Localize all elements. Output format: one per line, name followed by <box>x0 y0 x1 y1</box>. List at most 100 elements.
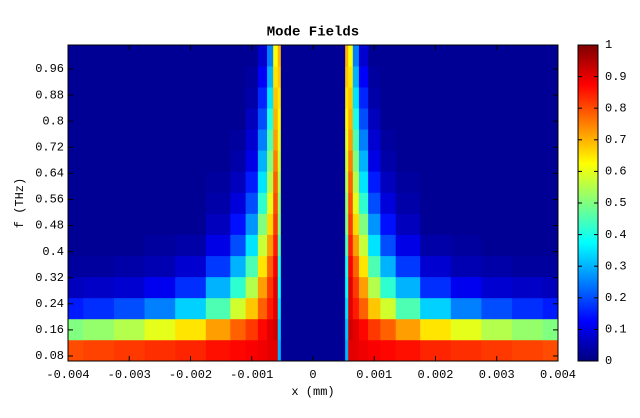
heatmap-cell <box>340 255 346 278</box>
heatmap-cell <box>245 255 259 278</box>
colorbar-tick-label: 0.3 <box>605 259 627 273</box>
heatmap-cell <box>345 213 349 235</box>
heatmap-cell <box>420 318 452 341</box>
heatmap-cell <box>83 234 115 257</box>
heatmap-cell <box>300 129 326 151</box>
heatmap-cell <box>395 234 421 257</box>
y-tick-label: 0.96 <box>35 62 64 76</box>
heatmap-cell <box>368 108 381 130</box>
heatmap-cell <box>450 108 482 130</box>
heatmap-cell <box>450 66 482 88</box>
heatmap-cell <box>144 171 176 193</box>
heatmap-cell <box>358 66 369 88</box>
heatmap-cell <box>358 276 369 299</box>
heatmap-cell <box>273 108 279 130</box>
heatmap-cell <box>512 66 544 88</box>
heatmap-cell <box>280 171 286 193</box>
heatmap-cell <box>257 66 268 88</box>
heatmap-cell <box>395 339 421 362</box>
heatmap-cell <box>380 45 397 67</box>
heatmap-cell <box>512 255 544 278</box>
heatmap-cell <box>512 297 544 320</box>
heatmap-cell <box>267 150 274 172</box>
heatmap-cell <box>481 108 513 130</box>
heatmap-cell <box>300 339 326 362</box>
heatmap-cell <box>450 129 482 151</box>
heatmap-cell <box>280 255 286 278</box>
heatmap-cell <box>352 255 360 278</box>
heatmap-cell <box>380 66 397 88</box>
heatmap-cell <box>300 213 326 235</box>
heatmap-cell <box>345 108 349 130</box>
heatmap-cell <box>113 213 145 235</box>
heatmap-cell <box>68 150 84 172</box>
heatmap-cell <box>230 234 247 257</box>
heatmap-cell <box>245 66 259 88</box>
heatmap-cell <box>277 192 282 214</box>
heatmap-cell <box>267 192 274 214</box>
colorbar-tick-label: 0.8 <box>605 101 627 115</box>
heatmap-cell <box>277 108 282 130</box>
heatmap-cell <box>205 192 231 214</box>
heatmap-cell <box>340 108 346 130</box>
heatmap-cell <box>345 150 349 172</box>
heatmap-cell <box>267 66 274 88</box>
heatmap-cell <box>113 66 145 88</box>
heatmap-cell <box>352 87 360 109</box>
x-axis-label: x (mm) <box>291 385 334 399</box>
heatmap-cell <box>68 213 84 235</box>
heatmap-cell <box>450 318 482 341</box>
heatmap-cell <box>273 129 279 151</box>
heatmap-cell <box>285 150 302 172</box>
heatmap-cell <box>230 297 247 320</box>
heatmap-cell <box>273 276 279 299</box>
heatmap-cell <box>83 45 115 67</box>
heatmap-cell <box>345 255 349 278</box>
heatmap-cell <box>175 66 207 88</box>
heatmap-cell <box>325 276 341 299</box>
heatmap-cell <box>358 45 369 67</box>
heatmap-cell <box>358 213 369 235</box>
heatmap-cell <box>245 339 259 362</box>
heatmap-cell <box>542 192 559 214</box>
heatmap-cell <box>83 171 115 193</box>
heatmap-cell <box>512 339 544 362</box>
heatmap-cell <box>542 297 559 320</box>
heatmap-cell <box>285 129 302 151</box>
heatmap-cell <box>345 318 349 341</box>
heatmap-cell <box>352 318 360 341</box>
heatmap-cell <box>340 339 346 362</box>
heatmap-cell <box>300 255 326 278</box>
heatmap-cell <box>348 339 354 362</box>
heatmap-cell <box>205 213 231 235</box>
heatmap-cell <box>267 213 274 235</box>
heatmap-cell <box>395 87 421 109</box>
heatmap-cell <box>358 129 369 151</box>
heatmap-cell <box>83 129 115 151</box>
heatmap-cell <box>420 45 452 67</box>
heatmap-cell <box>68 297 84 320</box>
heatmap-cell <box>273 87 279 109</box>
heatmap-cell <box>542 255 559 278</box>
heatmap-cell <box>481 150 513 172</box>
x-tick-label: -0.002 <box>169 368 212 382</box>
heatmap-cell <box>481 339 513 362</box>
x-tick-label: -0.003 <box>108 368 151 382</box>
heatmap-cell <box>144 150 176 172</box>
heatmap-cell <box>325 129 341 151</box>
heatmap-cell <box>280 150 286 172</box>
heatmap-cell <box>205 318 231 341</box>
heatmap-cell <box>395 150 421 172</box>
heatmap-cell <box>205 297 231 320</box>
heatmap-cell <box>205 255 231 278</box>
x-tick-label: 0.001 <box>356 368 392 382</box>
heatmap-cell <box>340 318 346 341</box>
heatmap-cell <box>420 339 452 362</box>
heatmap-cell <box>257 339 268 362</box>
heatmap-cell <box>348 150 354 172</box>
heatmap-cell <box>273 66 279 88</box>
heatmap-cell <box>205 276 231 299</box>
heatmap-cell <box>420 150 452 172</box>
heatmap-cell <box>285 45 302 67</box>
heatmap-cell <box>542 108 559 130</box>
